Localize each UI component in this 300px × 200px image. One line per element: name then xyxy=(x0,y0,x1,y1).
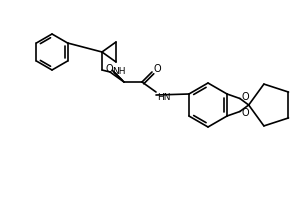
Text: HN: HN xyxy=(157,93,170,102)
Text: O: O xyxy=(153,64,161,74)
Text: O: O xyxy=(242,92,250,102)
Text: NH: NH xyxy=(112,68,125,76)
Text: O: O xyxy=(105,64,113,74)
Text: O: O xyxy=(242,108,250,117)
